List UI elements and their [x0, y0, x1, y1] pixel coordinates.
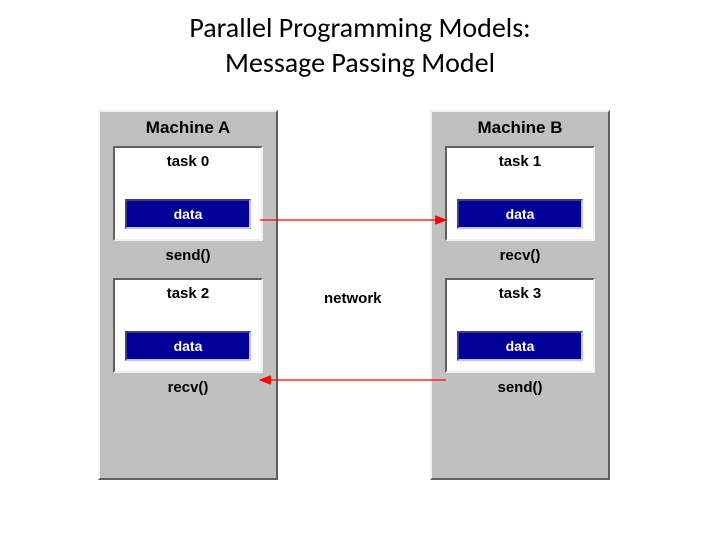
- title-line-1: Parallel Programming Models:: [189, 10, 530, 45]
- task-0-label: task 0: [115, 153, 261, 170]
- title-line-2: Message Passing Model: [225, 45, 495, 80]
- task-3-box: task 3 data: [445, 278, 595, 373]
- machine-b-title: Machine B: [432, 118, 608, 138]
- machine-b-panel: Machine B task 1 data recv() task 3 data…: [430, 110, 610, 480]
- task-0-box: task 0 data: [113, 146, 263, 241]
- machine-a-title: Machine A: [100, 118, 276, 138]
- task-1-label: task 1: [447, 153, 593, 170]
- diagram-area: Machine A task 0 data send() task 2 data…: [0, 80, 720, 520]
- page-title: Parallel Programming Models: Message Pas…: [0, 0, 720, 80]
- task-1-box: task 1 data: [445, 146, 595, 241]
- task-1-func: recv(): [432, 247, 608, 264]
- task-2-data: data: [125, 331, 251, 361]
- task-2-box: task 2 data: [113, 278, 263, 373]
- network-label: network: [324, 290, 382, 307]
- task-2-func: recv(): [100, 379, 276, 396]
- task-0-func: send(): [100, 247, 276, 264]
- task-3-label: task 3: [447, 285, 593, 302]
- task-1-data: data: [457, 199, 583, 229]
- machine-a-panel: Machine A task 0 data send() task 2 data…: [98, 110, 278, 480]
- task-2-label: task 2: [115, 285, 261, 302]
- task-3-data: data: [457, 331, 583, 361]
- task-0-data: data: [125, 199, 251, 229]
- task-3-func: send(): [432, 379, 608, 396]
